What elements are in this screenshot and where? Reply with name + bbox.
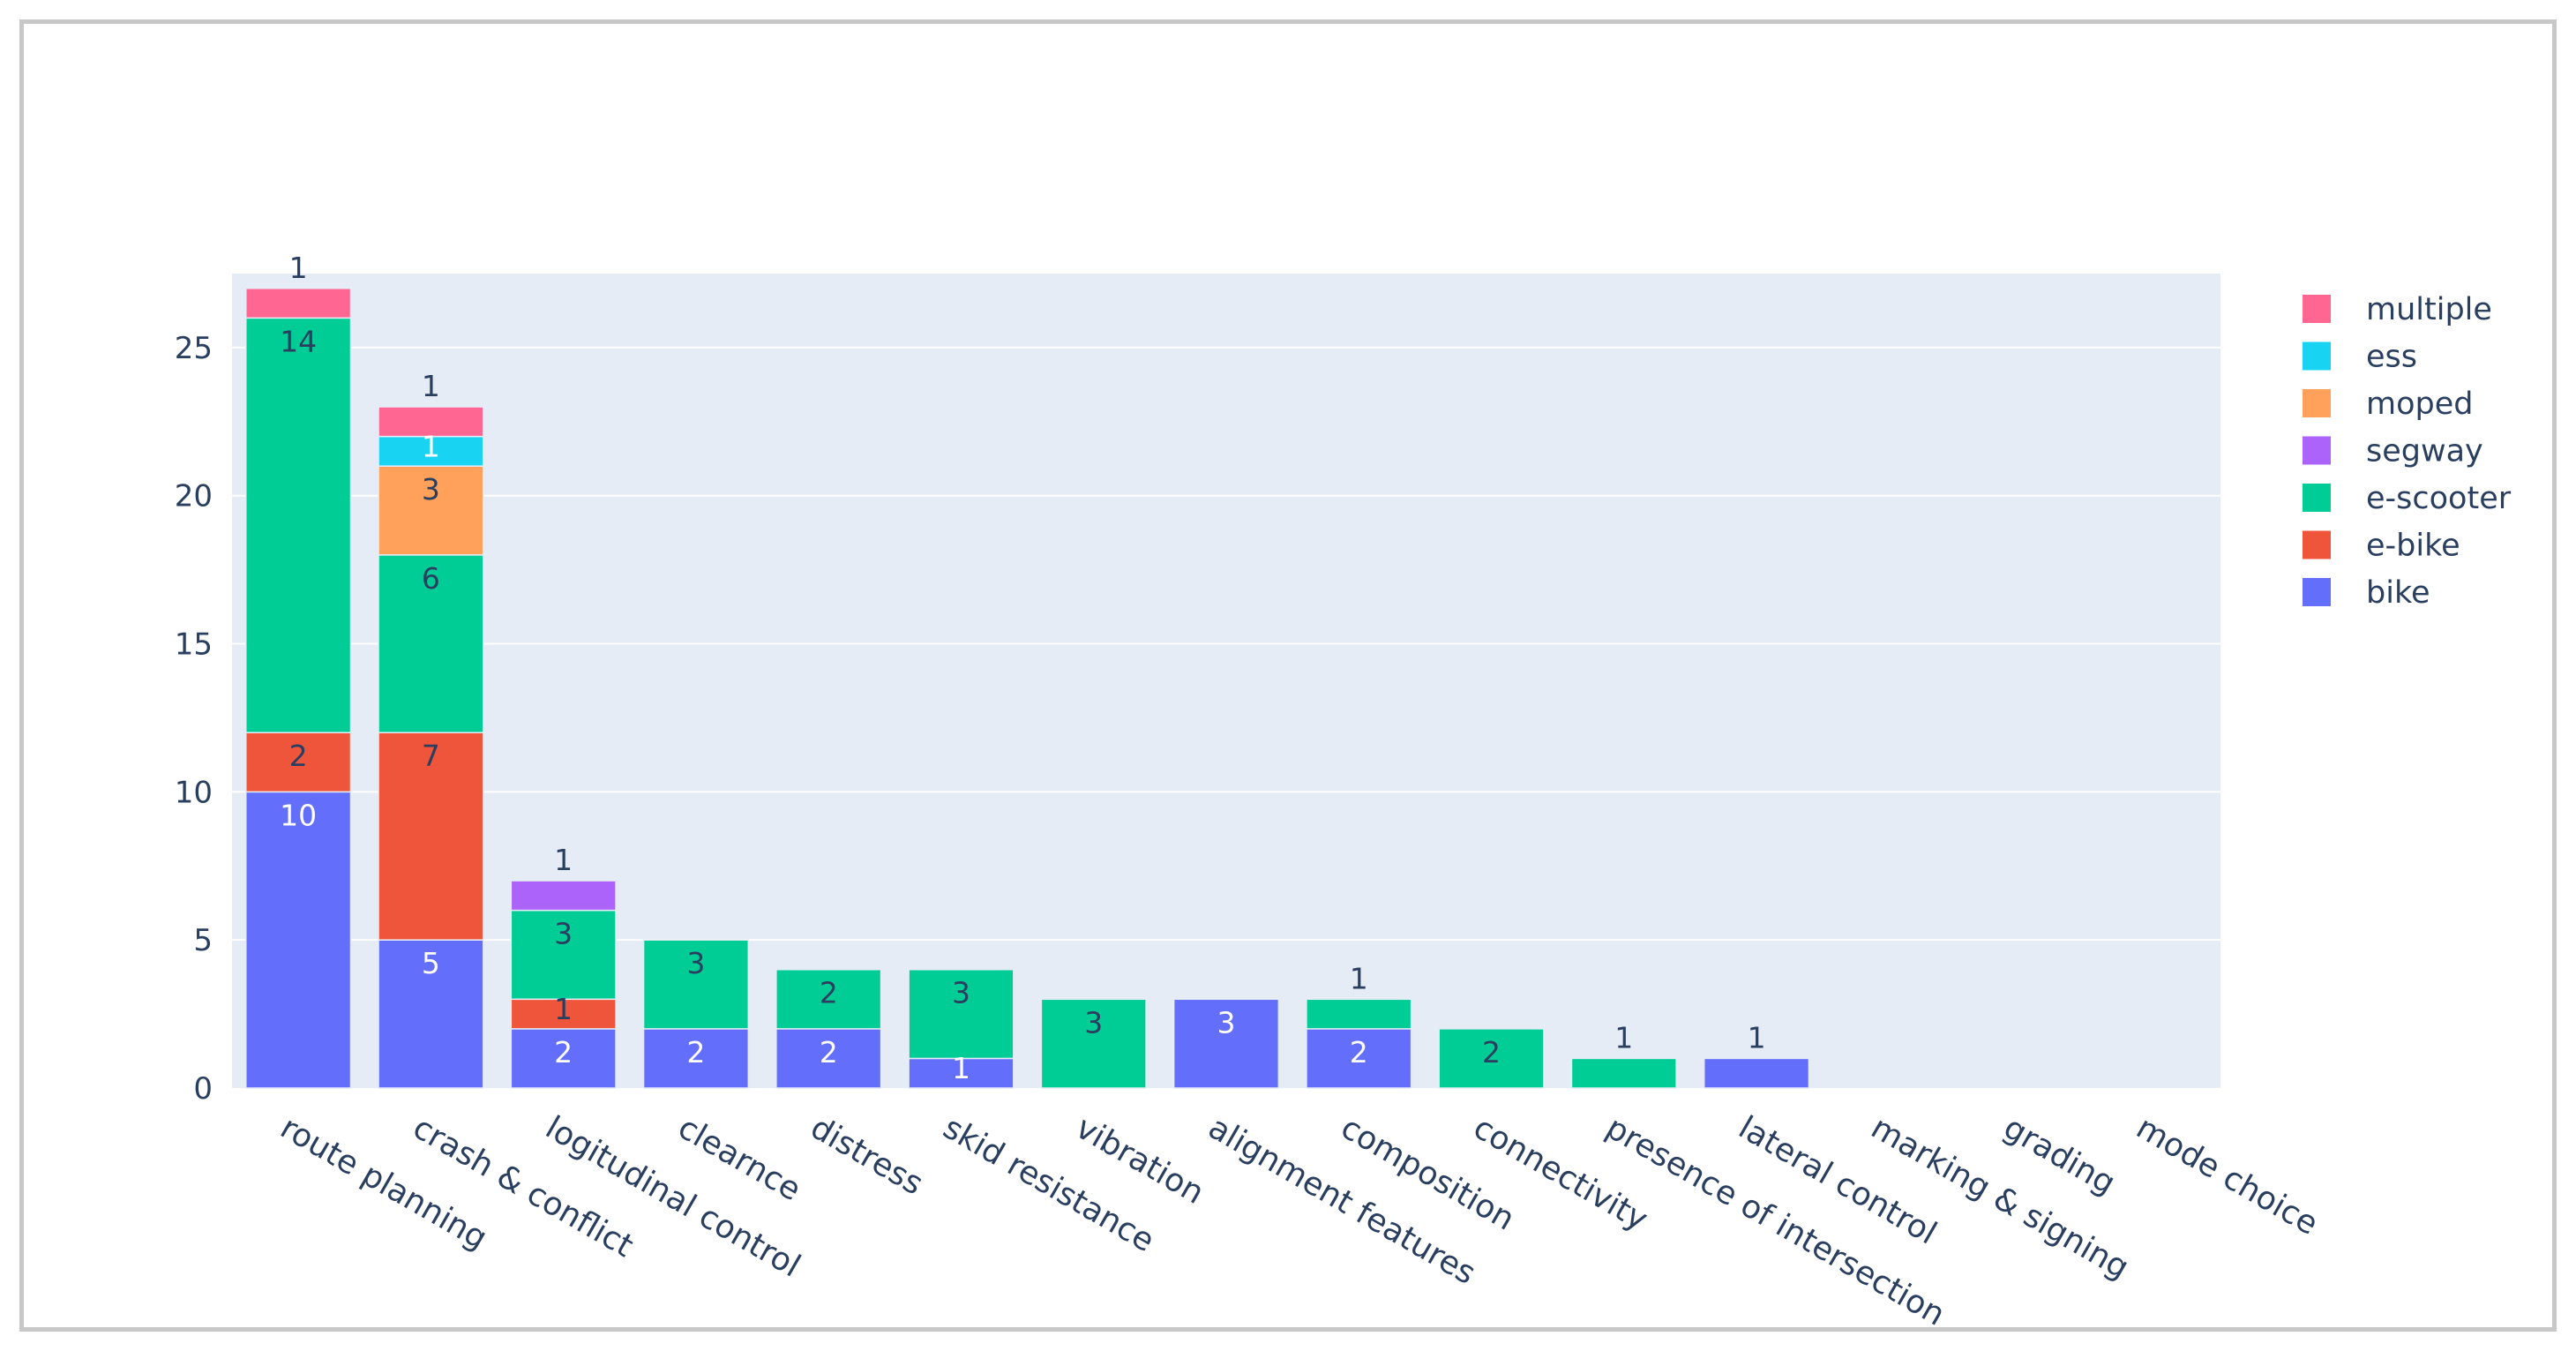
legend-swatch [2303, 530, 2331, 559]
legend-item-e-scooter[interactable]: e-scooter [2303, 481, 2512, 516]
bar-segment-e-scooter[interactable] [642, 939, 750, 1030]
bar-segment-e-bike[interactable] [510, 998, 617, 1030]
bar-segment-e-scooter[interactable] [245, 317, 352, 733]
value-label: 2 [820, 1035, 838, 1070]
bar-segment-bike[interactable] [378, 939, 484, 1089]
value-label: 3 [1084, 1005, 1103, 1040]
bar-segment-e-scooter[interactable] [1306, 998, 1412, 1030]
legend-swatch [2303, 484, 2331, 512]
legend-item-moped[interactable]: moped [2303, 387, 2473, 422]
bar-segment-bike[interactable] [245, 791, 352, 1089]
legend-swatch [2303, 295, 2331, 323]
legend-swatch [2303, 389, 2331, 417]
bar-segment-e-bike[interactable] [378, 732, 484, 941]
y-axis-ticks: 0 5 10 15 20 25 [175, 331, 213, 1107]
value-label: 2 [1350, 1035, 1368, 1070]
legend-label: multiple [2366, 292, 2492, 327]
bar-segment-bike[interactable] [775, 1028, 882, 1089]
y-tick-label: 10 [175, 775, 213, 810]
bar-segment-moped[interactable] [378, 465, 484, 556]
bar-segment-bike[interactable] [510, 1028, 617, 1089]
bar-segment-multiple[interactable] [245, 288, 352, 319]
value-label: 5 [422, 946, 440, 980]
value-label: 2 [554, 1035, 573, 1070]
value-label: 3 [686, 946, 705, 980]
bar-segment-e-bike[interactable] [245, 732, 352, 793]
value-label: 1 [422, 429, 440, 463]
y-tick-label: 25 [175, 331, 213, 366]
legend[interactable]: multiple ess moped segway e-scooter e-bike bik… [2303, 292, 2512, 611]
legend-swatch [2303, 578, 2331, 606]
value-label: 14 [280, 324, 317, 358]
legend-label: ess [2366, 340, 2417, 375]
legend-label: e-scooter [2366, 481, 2512, 516]
value-label: 2 [289, 739, 308, 773]
legend-item-ess[interactable]: ess [2303, 340, 2417, 375]
bar-segment-e-scooter[interactable] [1570, 1057, 1677, 1089]
x-tick-label: logitudinal control [539, 1109, 806, 1284]
bar-segment-bike[interactable] [1306, 1028, 1412, 1089]
value-label: 7 [422, 739, 440, 773]
y-tick-label: 15 [175, 627, 213, 663]
legend-label: segway [2366, 434, 2483, 469]
x-tick-label: mode choice [2130, 1109, 2325, 1242]
x-tick-label: distress [805, 1109, 929, 1202]
value-label: 6 [422, 561, 440, 596]
value-label: 2 [820, 976, 838, 1010]
bar-segment-segway[interactable] [510, 880, 617, 912]
value-label: 2 [1482, 1035, 1501, 1070]
x-tick-label: crash & conflict [407, 1109, 639, 1265]
bar-segment-e-scooter[interactable] [1040, 998, 1147, 1089]
value-label: 2 [686, 1035, 705, 1070]
chart-frame: 0 5 10 15 20 25 10 2 14 1 5 7 6 3 1 1 2 1 3 1 2 3 2 2 1 3 3 3 2 1 2 1 1… [19, 19, 2557, 1332]
y-tick-label: 20 [175, 479, 213, 514]
legend-label: bike [2366, 575, 2430, 611]
value-label: 3 [422, 472, 440, 507]
legend-item-e-bike[interactable]: e-bike [2303, 529, 2460, 564]
legend-label: e-bike [2366, 529, 2460, 564]
bar-value-labels: 10 2 14 1 5 7 6 3 1 1 2 1 3 1 2 3 2 2 1 3 3 3 2 1 2 1 1 [280, 251, 1765, 1085]
legend-item-segway[interactable]: segway [2303, 434, 2483, 469]
value-label: 3 [1217, 1005, 1236, 1040]
legend-swatch [2303, 342, 2331, 371]
bar-segment-multiple[interactable] [378, 406, 484, 438]
y-tick-label: 0 [193, 1071, 213, 1107]
bar-segment-bike[interactable] [1703, 1057, 1810, 1089]
bars [245, 288, 1810, 1089]
bar-segment-e-scooter[interactable] [1438, 1028, 1545, 1089]
legend-item-bike[interactable]: bike [2303, 575, 2430, 611]
bar-segment-ess[interactable] [378, 435, 484, 467]
value-label: 1 [1350, 961, 1368, 995]
bar-segment-e-scooter[interactable] [510, 909, 617, 1001]
value-label: 1 [422, 369, 440, 403]
value-label: 1 [1614, 1020, 1633, 1055]
value-label: 3 [952, 976, 970, 1010]
value-label: 10 [280, 798, 317, 832]
value-label: 1 [289, 251, 308, 285]
value-label: 3 [554, 917, 573, 951]
legend-label: moped [2366, 387, 2473, 422]
bar-segment-bike[interactable] [1172, 998, 1280, 1089]
bar-segment-e-scooter[interactable] [908, 968, 1015, 1060]
legend-swatch [2303, 436, 2331, 465]
legend-item-multiple[interactable]: multiple [2303, 292, 2492, 327]
value-label: 1 [554, 843, 573, 877]
value-label: 1 [1748, 1020, 1766, 1055]
bar-segment-e-scooter[interactable] [775, 968, 882, 1030]
value-label: 1 [952, 1051, 970, 1085]
y-tick-label: 5 [193, 923, 213, 958]
value-label: 1 [554, 992, 573, 1026]
